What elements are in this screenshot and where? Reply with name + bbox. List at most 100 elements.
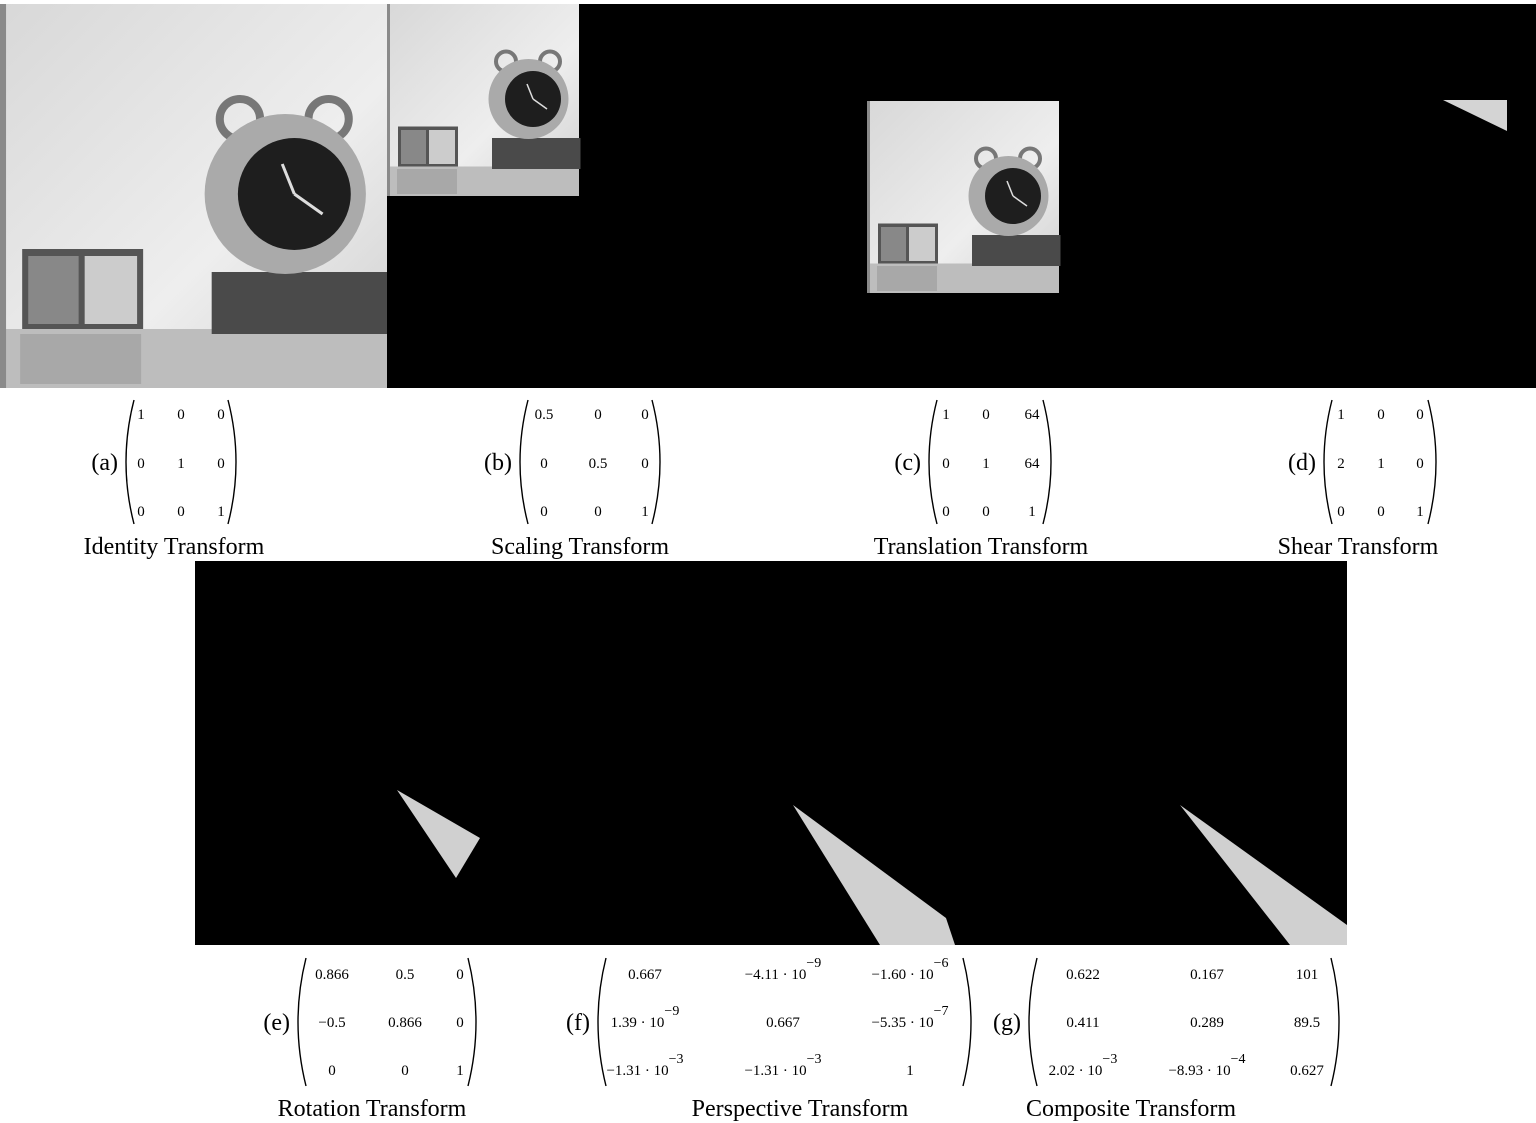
matrix-entry: −0.5 [318, 1015, 345, 1031]
matrix-entry: 0 [177, 407, 185, 423]
caption: Scaling Transform [491, 534, 669, 560]
exponent: −7 [934, 1004, 949, 1019]
matrix-entry: 0 [1416, 407, 1424, 423]
left-paren [598, 958, 606, 1086]
matrix-entry: 0.5 [535, 407, 554, 423]
right-paren [1043, 400, 1051, 524]
matrix-entry: 0.5 [396, 967, 415, 983]
panel-label: (b) [484, 450, 512, 476]
right-paren [1331, 958, 1339, 1086]
caption: Composite Transform [1026, 1096, 1236, 1122]
identity-image [0, 4, 390, 388]
matrix-entry: 1 [1337, 407, 1345, 423]
mantissa: −1.31 · 10 [744, 1063, 806, 1079]
matrix-entry: 64 [1025, 407, 1041, 423]
left-paren [126, 400, 134, 524]
matrix-entry: 0.5 [589, 456, 608, 472]
left-paren [1324, 400, 1332, 524]
left-paren [1029, 958, 1037, 1086]
exponent: −9 [806, 956, 821, 971]
exponent: −3 [807, 1052, 822, 1067]
matrix-entry: 0 [594, 407, 602, 423]
right-paren [652, 400, 660, 524]
matrix-entry: 0 [1416, 456, 1424, 472]
matrix-entry: −4.11 · 10−9 [745, 956, 822, 983]
matrix-entry: 0 [942, 456, 950, 472]
panel-label: (e) [263, 1010, 290, 1036]
matrix-entry: 0 [641, 456, 649, 472]
matrix-entry: 1 [1028, 504, 1036, 520]
panel-label: (d) [1288, 450, 1316, 476]
mantissa: 1.39 · 10 [611, 1015, 665, 1031]
matrix-entry: 1 [982, 456, 990, 472]
right-paren [1428, 400, 1436, 524]
matrix-entry: 0 [217, 456, 225, 472]
exponent: −3 [669, 1052, 684, 1067]
bottom-background [195, 561, 1347, 945]
matrix-entry: 1 [456, 1063, 464, 1079]
matrix-entry: 0.866 [315, 967, 349, 983]
mantissa: −5.35 · 10 [871, 1015, 933, 1031]
scaling-image [387, 4, 581, 196]
translation-image [867, 101, 1061, 293]
right-paren [228, 400, 236, 524]
panel-label: (f) [566, 1010, 590, 1036]
caption: Shear Transform [1278, 534, 1439, 560]
matrix-entry: 0 [1337, 504, 1345, 520]
matrix-entry: 1 [906, 1063, 914, 1079]
matrix-entry: 1 [217, 504, 225, 520]
left-paren [298, 958, 306, 1086]
caption: Rotation Transform [278, 1096, 467, 1122]
matrix-entry: −8.93 · 10−4 [1168, 1052, 1245, 1079]
matrix-entry: 0 [177, 504, 185, 520]
panel-label: (a) [91, 450, 118, 476]
left-paren [929, 400, 937, 524]
matrix-entry: 0 [401, 1063, 409, 1079]
top-images [0, 4, 1536, 388]
matrix-entry: 0.411 [1066, 1015, 1099, 1031]
matrix-entry: −1.60 · 10−6 [871, 956, 948, 983]
matrix-entry: 89.5 [1294, 1015, 1320, 1031]
matrix-entry: 0 [982, 504, 990, 520]
matrix-entry: 0 [594, 504, 602, 520]
matrix-entry: 0 [456, 967, 464, 983]
mantissa: −4.11 · 10 [745, 967, 807, 983]
mantissa: −1.31 · 10 [606, 1063, 668, 1079]
matrix-entry: 0 [540, 456, 548, 472]
matrix-entry: 0.627 [1290, 1063, 1324, 1079]
matrix-entry: 0 [942, 504, 950, 520]
exponent: −4 [1231, 1052, 1246, 1067]
matrix-entry: 0.667 [766, 1015, 800, 1031]
matrix-entry: 0.866 [388, 1015, 422, 1031]
panel-label: (g) [993, 1010, 1021, 1036]
caption: Identity Transform [84, 534, 265, 560]
matrix-entry: 0.167 [1190, 967, 1224, 983]
matrix-entry: 0 [982, 407, 990, 423]
right-paren [468, 958, 476, 1086]
caption: Perspective Transform [692, 1096, 909, 1122]
exponent: −3 [1102, 1052, 1117, 1067]
matrix-entry: 2.02 · 10−3 [1049, 1052, 1118, 1079]
matrix-entry: 1.39 · 10−9 [611, 1004, 680, 1031]
matrix-entry: 1 [641, 504, 649, 520]
matrix-entry: 0 [328, 1063, 336, 1079]
matrix-entry: 0 [540, 504, 548, 520]
matrix-entry: 0.289 [1190, 1015, 1224, 1031]
matrix-entry: 0 [1377, 504, 1385, 520]
exponent: −9 [664, 1004, 679, 1019]
matrix-entry: 0 [1377, 407, 1385, 423]
right-paren [963, 958, 971, 1086]
matrix-entry: 1 [1416, 504, 1424, 520]
matrix-entry: 64 [1025, 456, 1041, 472]
matrix-entry: 0.667 [628, 967, 662, 983]
panel-label: (c) [894, 450, 921, 476]
matrix-entry: 0 [641, 407, 649, 423]
exponent: −6 [934, 956, 949, 971]
matrix-entry: 2 [1337, 456, 1345, 472]
matrix-entry: −5.35 · 10−7 [871, 1004, 948, 1031]
matrix-entry: 1 [137, 407, 145, 423]
matrix-entry: 0.622 [1066, 967, 1100, 983]
matrix-entry: 101 [1296, 967, 1319, 983]
matrix-entry: 0 [217, 407, 225, 423]
mantissa: −8.93 · 10 [1168, 1063, 1230, 1079]
